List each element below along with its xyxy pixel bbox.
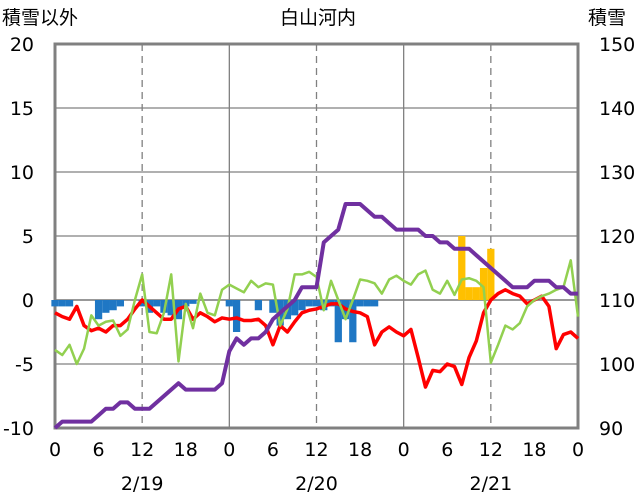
bar-snowfall-blue (65, 300, 74, 307)
x-tick-label: 0 (49, 439, 61, 461)
y-left-tick-label: -5 (15, 354, 34, 376)
bar-snowfall-blue (312, 300, 321, 307)
x-tick-label: 6 (441, 439, 453, 461)
y-left-tick-label: 5 (22, 226, 34, 248)
bar-snowfall-blue (269, 300, 277, 313)
bar-snowfall-blue (356, 300, 364, 307)
x-tick-label: 18 (348, 439, 372, 461)
x-tick-label: 0 (398, 439, 410, 461)
x-tick-label: 0 (572, 439, 584, 461)
day-label: 2/19 (121, 473, 164, 495)
left-axis-label: 積雪以外 (2, 7, 78, 29)
series-line-積雪 (53, 202, 578, 430)
bar-snowfall-blue (305, 300, 313, 307)
bar-snowfall-blue (94, 300, 103, 320)
right-axis-label: 積雪 (588, 7, 626, 29)
bar-snowfall-orange (479, 268, 488, 300)
x-tick-label: 18 (522, 439, 546, 461)
y-right-tick-label: 100 (599, 354, 635, 376)
chart-title: 白山河内 (280, 7, 356, 29)
bar-snowfall-blue (254, 300, 263, 311)
bar-snowfall-blue (116, 300, 125, 307)
bar-snowfall-blue (298, 300, 306, 311)
x-tick-label: 18 (174, 439, 198, 461)
bar-snowfall-blue (334, 300, 342, 343)
bar-snowfall-blue (349, 300, 357, 343)
day-label: 2/21 (469, 473, 512, 495)
day-label: 2/20 (295, 473, 338, 495)
bar-snowfall-blue (109, 300, 117, 311)
bar-snowfall-blue (189, 300, 197, 304)
y-left-tick-label: 15 (10, 98, 34, 120)
bar-snowfall-blue (225, 300, 233, 307)
y-right-tick-label: 110 (599, 290, 635, 312)
x-tick-label: 12 (130, 439, 154, 461)
bar-snowfall-orange (472, 287, 480, 300)
bar-snowfall-blue (370, 300, 379, 307)
bar-snowfall-blue (138, 300, 146, 307)
bar-snowfall-blue (232, 300, 241, 332)
y-left-tick-label: 10 (10, 162, 34, 184)
x-tick-label: 12 (304, 439, 328, 461)
y-right-tick-label: 130 (599, 162, 635, 184)
bar-snowfall-blue (291, 300, 299, 316)
bar-snowfall-orange (458, 236, 466, 300)
y-left-tick-label: -10 (3, 418, 34, 440)
y-right-tick-label: 140 (599, 98, 635, 120)
x-tick-label: 12 (479, 439, 503, 461)
bar-snowfall-blue (58, 300, 66, 307)
series-line-気温 (54, 288, 580, 389)
y-left-tick-label: 20 (10, 34, 34, 56)
bar-snowfall-blue (167, 300, 175, 316)
y-right-tick-label: 150 (599, 34, 635, 56)
x-tick-label: 6 (93, 439, 105, 461)
x-tick-label: 0 (223, 439, 235, 461)
bar-snowfall-blue (153, 300, 161, 307)
bar-snowfall-blue (102, 300, 110, 313)
y-right-tick-label: 90 (599, 418, 623, 440)
bar-snowfall-orange (465, 287, 473, 300)
x-tick-label: 6 (267, 439, 279, 461)
bar-snowfall-blue (363, 300, 371, 307)
bar-snowfall-blue (51, 300, 59, 307)
y-left-tick-label: 0 (22, 290, 34, 312)
bar-snowfall-orange (487, 248, 495, 300)
y-right-tick-label: 120 (599, 226, 635, 248)
